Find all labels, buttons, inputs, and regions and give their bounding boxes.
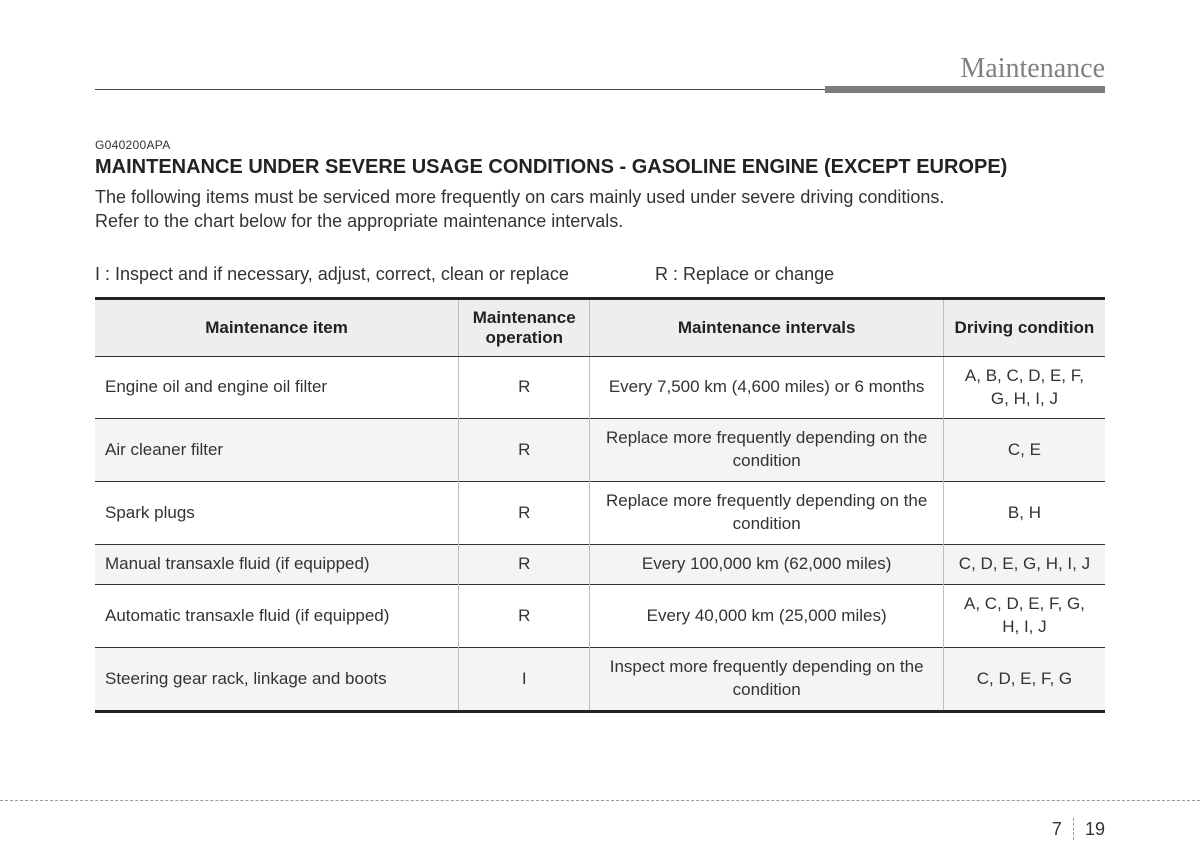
- cell-item: Steering gear rack, linkage and boots: [95, 648, 459, 712]
- legend-replace: R : Replace or change: [655, 264, 834, 285]
- document-code: G040200APA: [95, 138, 1105, 152]
- legend-inspect: I : Inspect and if necessary, adjust, co…: [95, 264, 655, 285]
- cell-cond: C, D, E, G, H, I, J: [943, 545, 1105, 585]
- th-intervals: Maintenance intervals: [590, 298, 944, 356]
- intro-line-1: The following items must be serviced mor…: [95, 185, 1105, 209]
- cell-item: Automatic transaxle fluid (if equipped): [95, 585, 459, 648]
- table-row: Automatic transaxle fluid (if equipped) …: [95, 585, 1105, 648]
- table-row: Air cleaner filter R Replace more freque…: [95, 419, 1105, 482]
- footer-dashed-line: [0, 800, 1200, 801]
- document-title: MAINTENANCE UNDER SEVERE USAGE CONDITION…: [95, 156, 1105, 179]
- document-page: Maintenance G040200APA MAINTENANCE UNDER…: [95, 50, 1105, 713]
- section-title: Maintenance: [960, 53, 1105, 85]
- cell-op: R: [459, 419, 590, 482]
- cell-item: Engine oil and engine oil filter: [95, 356, 459, 419]
- section-number: 7: [1052, 819, 1062, 839]
- table-row: Manual transaxle fluid (if equipped) R E…: [95, 545, 1105, 585]
- cell-interval: Inspect more frequently depending on the…: [590, 648, 944, 712]
- cell-interval: Every 40,000 km (25,000 miles): [590, 585, 944, 648]
- intro-line-2: Refer to the chart below for the appropr…: [95, 209, 1105, 233]
- cell-interval: Replace more frequently depending on the…: [590, 419, 944, 482]
- cell-cond: B, H: [943, 482, 1105, 545]
- th-operation: Maintenance operation: [459, 298, 590, 356]
- cell-op: R: [459, 482, 590, 545]
- cell-op: R: [459, 356, 590, 419]
- cell-interval: Every 7,500 km (4,600 miles) or 6 months: [590, 356, 944, 419]
- cell-item: Spark plugs: [95, 482, 459, 545]
- header-accent-bar: [825, 86, 1105, 93]
- cell-cond: C, D, E, F, G: [943, 648, 1105, 712]
- table-header-row: Maintenance item Maintenance operation M…: [95, 298, 1105, 356]
- page-number-value: 19: [1085, 819, 1105, 839]
- cell-op: I: [459, 648, 590, 712]
- page-number: 7 19: [1052, 818, 1105, 840]
- cell-op: R: [459, 545, 590, 585]
- table-row: Steering gear rack, linkage and boots I …: [95, 648, 1105, 712]
- maintenance-table: Maintenance item Maintenance operation M…: [95, 297, 1105, 713]
- page-sep-icon: [1073, 818, 1074, 840]
- table-row: Engine oil and engine oil filter R Every…: [95, 356, 1105, 419]
- legend-row: I : Inspect and if necessary, adjust, co…: [95, 264, 1105, 285]
- cell-interval: Every 100,000 km (62,000 miles): [590, 545, 944, 585]
- cell-cond: C, E: [943, 419, 1105, 482]
- cell-interval: Replace more frequently depending on the…: [590, 482, 944, 545]
- cell-op: R: [459, 585, 590, 648]
- th-condition: Driving condition: [943, 298, 1105, 356]
- table-row: Spark plugs R Replace more frequently de…: [95, 482, 1105, 545]
- cell-item: Manual transaxle fluid (if equipped): [95, 545, 459, 585]
- header-rule: Maintenance: [95, 50, 1105, 90]
- cell-cond: A, B, C, D, E, F, G, H, I, J: [943, 356, 1105, 419]
- cell-cond: A, C, D, E, F, G, H, I, J: [943, 585, 1105, 648]
- th-item: Maintenance item: [95, 298, 459, 356]
- cell-item: Air cleaner filter: [95, 419, 459, 482]
